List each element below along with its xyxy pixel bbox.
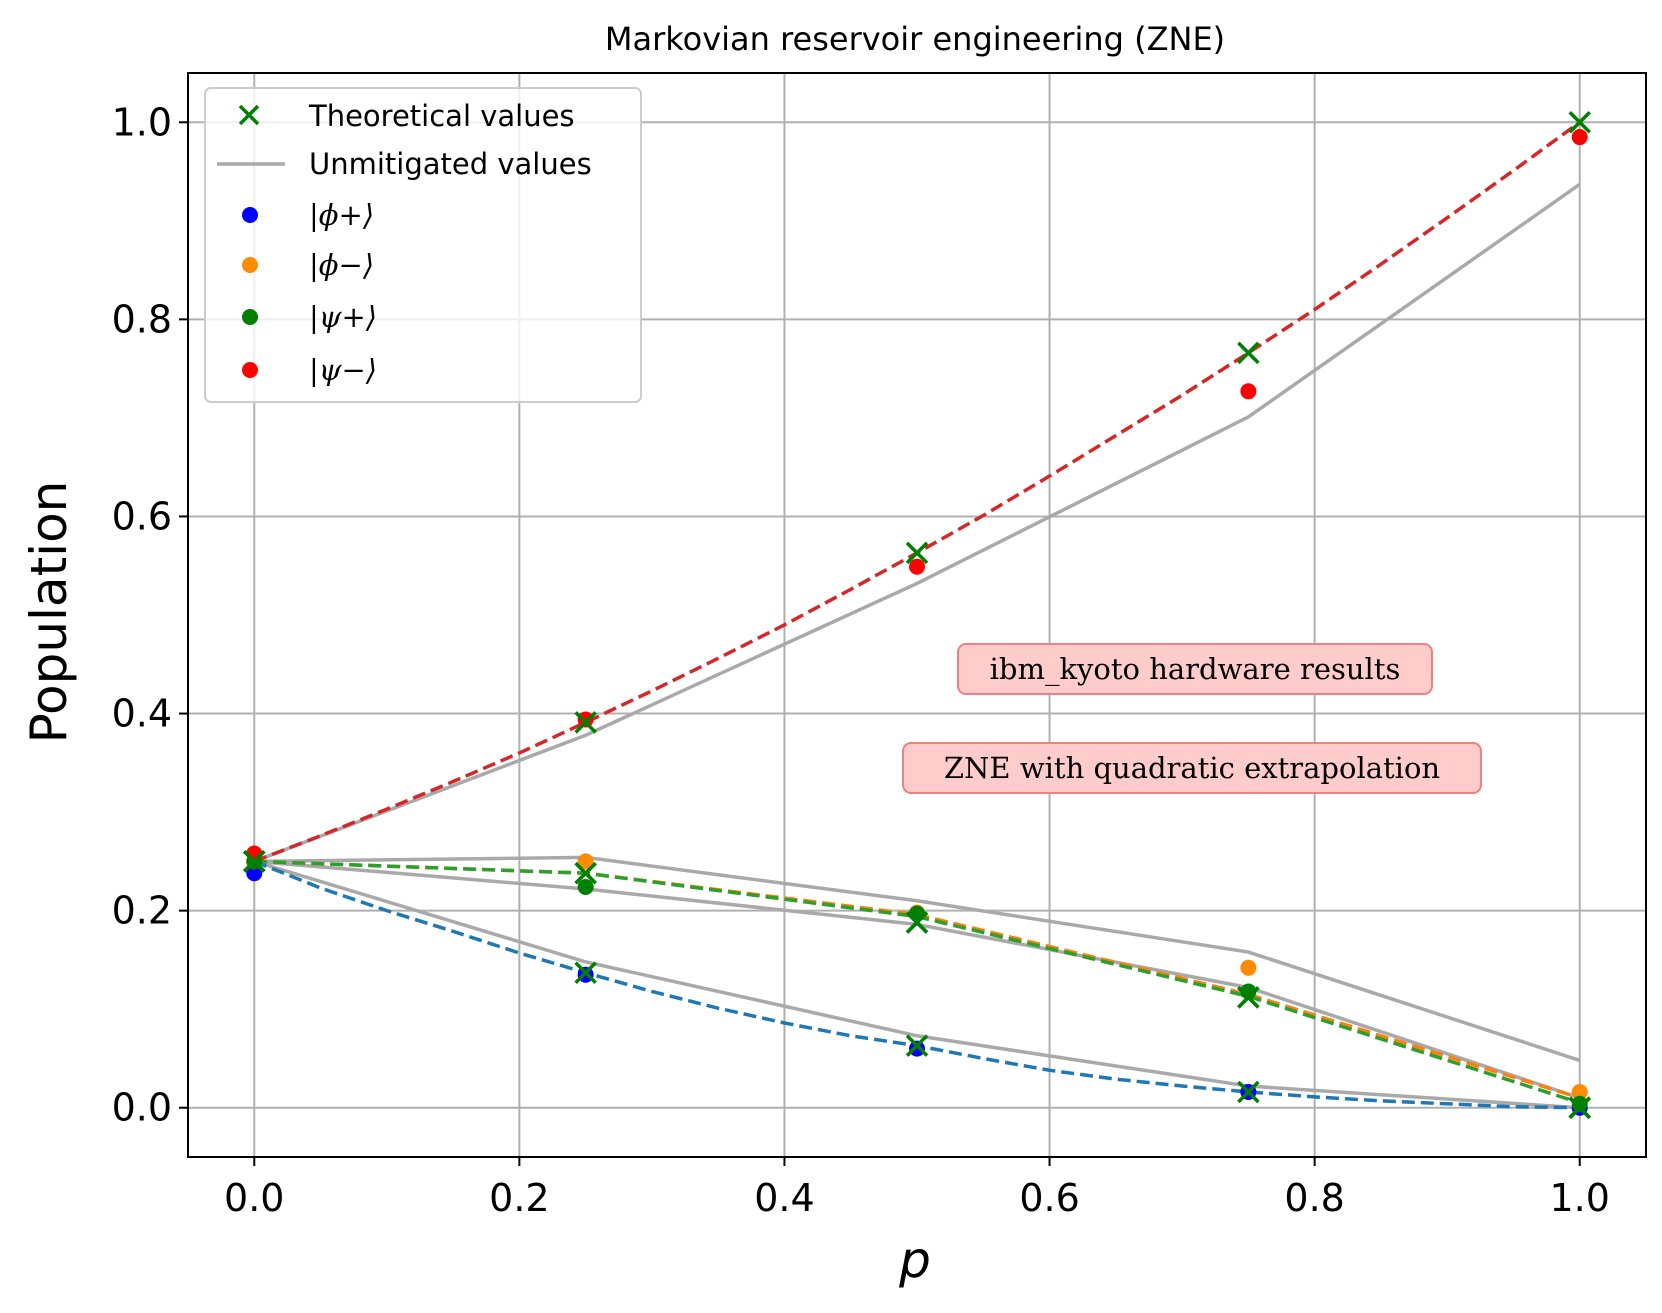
legend-entry-phi-minus: |ϕ−⟩ [242,248,374,282]
unmitigated-line-phi_plus [253,859,1580,1110]
legend-entry-theoretical: Theoretical values [238,99,575,133]
theoretical-marker-stroke [1568,1096,1591,1119]
theoretical-marker-stroke [905,911,929,934]
y-axis-label: Population [20,481,78,744]
theoretical-marker-psi_minus [1568,111,1591,134]
x-axis-label: p [898,1231,931,1289]
theoretical-marker-phi_plus [905,1034,929,1057]
plot-frame [187,72,1647,1158]
theoretical-markers [243,111,1591,1119]
legend: Theoretical values Unmitigated values |ϕ… [204,87,642,403]
theoretical-marker-psi_minus [905,541,929,565]
theoretical-marker-stroke [574,961,597,984]
legend-label-theoretical: Theoretical values [308,99,575,133]
theoretical-marker-stroke [574,861,597,885]
legend-entry-psi-plus: |ψ+⟩ [242,300,377,334]
grid [188,73,1646,1157]
legend-psi-minus-marker [242,362,258,378]
theoretical-marker-stroke [574,711,597,734]
theoretical-marker-phi_plus [1237,1080,1260,1104]
theoretical-marker-psi_plus [574,861,597,885]
theoretical-marker-psi_minus [1237,341,1260,365]
legend-entry-unmitigated: Unmitigated values [217,147,592,181]
theoretical-marker-stroke [1237,986,1260,1009]
data-point-psi_minus [577,711,594,728]
data-point-phi_minus [1571,1083,1588,1100]
axis-ticks: 0.0 0.2 0.4 0.6 0.8 1.0 0.0 0.2 0.4 0.6 0.8 1.0 [112,100,1610,1220]
theoretical-marker-stroke [1237,1080,1260,1104]
legend-box [204,87,642,403]
data-point-psi_minus [1240,383,1257,400]
theoretical-marker-psi_minus [574,711,597,734]
legend-phi-plus-marker [242,207,258,223]
data-point-psi_minus [1571,129,1588,146]
x-tick-label: 0.2 [489,1176,549,1220]
y-tick-label: 0.4 [112,692,172,736]
unmitigated-line-phi_minus [254,855,1581,1063]
legend-label-psi-plus: |ψ+⟩ [309,300,377,334]
y-tick-label: 0.6 [112,494,172,538]
legend-theoretical-marker [238,104,260,126]
x-tick-label: 1.0 [1550,1176,1610,1220]
legend-entry-psi-minus: |ψ−⟩ [242,353,377,387]
data-point-phi_plus [246,865,263,882]
data-point-phi_minus [577,853,594,870]
annotation-hardware-text: ibm_kyoto hardware results [990,652,1401,687]
annotation-method: ZNE with quadratic extrapolation [902,742,1482,794]
data-point-psi_plus [1571,1095,1588,1112]
theoretical-marker-psi_minus [243,850,266,873]
legend-label-psi-minus: |ψ−⟩ [309,353,377,387]
annotation-hardware: ibm_kyoto hardware results [957,643,1433,695]
theoretical-marker-stroke [905,1034,929,1057]
data-point-phi_plus [909,1040,925,1057]
theoretical-marker-stroke [1237,341,1260,365]
legend-label-phi-plus: |ϕ+⟩ [309,198,374,232]
legend-entry-phi-plus: |ϕ+⟩ [242,198,374,232]
data-point-psi_plus [577,878,594,895]
chart-title: Markovian reservoir engineering (ZNE) [605,20,1225,58]
y-tick-label: 1.0 [112,100,172,144]
theoretical-marker-psi_plus [905,911,929,934]
annotation-hardware-box [957,643,1433,695]
theoretical-marker-stroke [905,541,929,565]
x-tick-label: 0.6 [1019,1176,1079,1220]
theoretical-marker-stroke [1568,111,1591,134]
legend-psi-plus-marker [242,309,258,325]
theoretical-marker-psi_plus [1568,1096,1591,1119]
legend-phi-minus-marker [242,257,258,273]
data-point-phi_minus [1240,959,1257,976]
theoretical-marker-phi_plus [574,961,597,984]
x-tick-label: 0.4 [754,1176,814,1220]
legend-label-phi-minus: |ϕ−⟩ [309,248,374,282]
y-tick-label: 0.8 [112,297,172,341]
x-tick-label: 0.0 [224,1176,284,1220]
theoretical-marker-stroke [243,850,266,873]
unmitigated-line-psi_minus [253,182,1581,863]
y-tick-label: 0.0 [112,1086,172,1130]
annotation-method-box [902,742,1482,794]
y-tick-label: 0.2 [112,889,172,933]
theoretical-marker-psi_plus [1237,986,1260,1009]
annotation-method-text: ZNE with quadratic extrapolation [944,751,1440,785]
data-point-psi_minus [909,558,925,575]
legend-label-unmitigated: Unmitigated values [309,147,592,181]
x-tick-label: 0.8 [1284,1176,1344,1220]
